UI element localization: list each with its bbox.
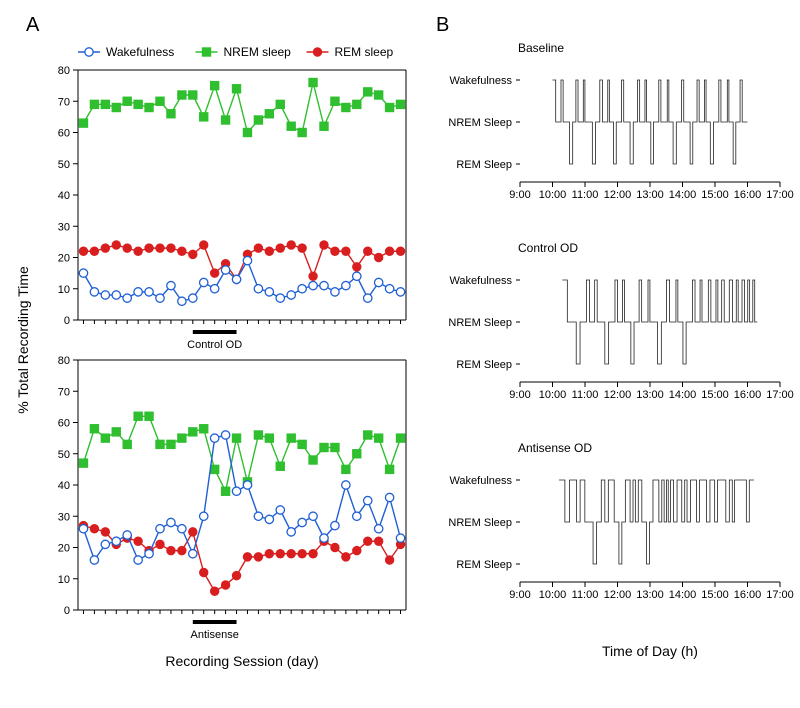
svg-text:16:00: 16:00 xyxy=(734,189,762,201)
svg-text:Wakefulness: Wakefulness xyxy=(449,275,512,287)
svg-text:11:00: 11:00 xyxy=(572,389,599,401)
svg-text:60: 60 xyxy=(58,128,70,140)
svg-text:80: 80 xyxy=(58,355,70,367)
svg-text:10:00: 10:00 xyxy=(539,589,567,601)
svg-text:16:00: 16:00 xyxy=(734,589,762,601)
svg-text:17:00: 17:00 xyxy=(766,589,794,601)
svg-text:REM Sleep: REM Sleep xyxy=(456,359,512,371)
panel-b-svg: Baseline Wakefulness NREM Sleep REM Sleep 9:… xyxy=(430,10,800,690)
svg-text:Wakefulness: Wakefulness xyxy=(449,475,512,487)
svg-text:50: 50 xyxy=(58,159,70,171)
svg-text:9:00: 9:00 xyxy=(509,189,530,201)
svg-text:80: 80 xyxy=(58,65,70,77)
svg-text:30: 30 xyxy=(58,221,70,233)
svg-text:13:00: 13:00 xyxy=(636,189,664,201)
svg-text:Antisense: Antisense xyxy=(191,629,239,641)
svg-text:10:00: 10:00 xyxy=(539,189,567,201)
svg-text:13:00: 13:00 xyxy=(636,389,664,401)
svg-text:0: 0 xyxy=(64,605,70,617)
svg-text:REM Sleep: REM Sleep xyxy=(456,159,512,171)
svg-text:NREM Sleep: NREM Sleep xyxy=(448,117,512,129)
svg-text:Wakefulness: Wakefulness xyxy=(106,45,174,59)
svg-text:40: 40 xyxy=(58,480,70,492)
svg-text:14:00: 14:00 xyxy=(669,389,697,401)
svg-text:% Total Recording Time: % Total Recording Time xyxy=(15,266,31,414)
svg-text:17:00: 17:00 xyxy=(766,189,794,201)
svg-text:10: 10 xyxy=(58,574,70,586)
svg-text:20: 20 xyxy=(58,543,70,555)
svg-text:11:00: 11:00 xyxy=(572,189,599,201)
svg-text:NREM Sleep: NREM Sleep xyxy=(448,317,512,329)
svg-text:40: 40 xyxy=(58,190,70,202)
svg-text:REM Sleep: REM Sleep xyxy=(456,559,512,571)
svg-text:10: 10 xyxy=(58,284,70,296)
svg-text:Control OD: Control OD xyxy=(518,241,578,255)
svg-text:Time of Day (h): Time of Day (h) xyxy=(602,643,698,659)
svg-text:NREM Sleep: NREM Sleep xyxy=(448,517,512,529)
svg-text:20: 20 xyxy=(58,253,70,265)
svg-text:70: 70 xyxy=(58,386,70,398)
svg-text:14:00: 14:00 xyxy=(669,189,697,201)
svg-text:13:00: 13:00 xyxy=(636,589,664,601)
svg-text:12:00: 12:00 xyxy=(604,389,632,401)
panel-a-svg: Wakefulness NREM sleep REM sleep 0 10 20 30 40 5… xyxy=(0,10,430,690)
svg-text:12:00: 12:00 xyxy=(604,189,632,201)
svg-text:9:00: 9:00 xyxy=(509,389,530,401)
svg-text:Control OD: Control OD xyxy=(187,339,242,351)
svg-text:15:00: 15:00 xyxy=(701,189,729,201)
svg-text:REM sleep: REM sleep xyxy=(335,45,394,59)
svg-text:10:00: 10:00 xyxy=(539,389,567,401)
svg-text:11:00: 11:00 xyxy=(572,589,599,601)
svg-text:0: 0 xyxy=(64,315,70,327)
svg-text:12:00: 12:00 xyxy=(604,589,632,601)
svg-text:15:00: 15:00 xyxy=(701,389,729,401)
svg-text:Antisense OD: Antisense OD xyxy=(518,441,592,455)
svg-text:17:00: 17:00 xyxy=(766,389,794,401)
svg-text:Recording Session (day): Recording Session (day) xyxy=(165,653,318,669)
svg-text:14:00: 14:00 xyxy=(669,589,697,601)
svg-text:50: 50 xyxy=(58,449,70,461)
svg-text:15:00: 15:00 xyxy=(701,589,729,601)
svg-text:Wakefulness: Wakefulness xyxy=(449,75,512,87)
svg-text:30: 30 xyxy=(58,511,70,523)
svg-text:Baseline: Baseline xyxy=(518,41,564,55)
svg-text:NREM sleep: NREM sleep xyxy=(224,45,292,59)
svg-text:9:00: 9:00 xyxy=(509,589,530,601)
svg-text:16:00: 16:00 xyxy=(734,389,762,401)
svg-text:70: 70 xyxy=(58,96,70,108)
svg-text:60: 60 xyxy=(58,418,70,430)
